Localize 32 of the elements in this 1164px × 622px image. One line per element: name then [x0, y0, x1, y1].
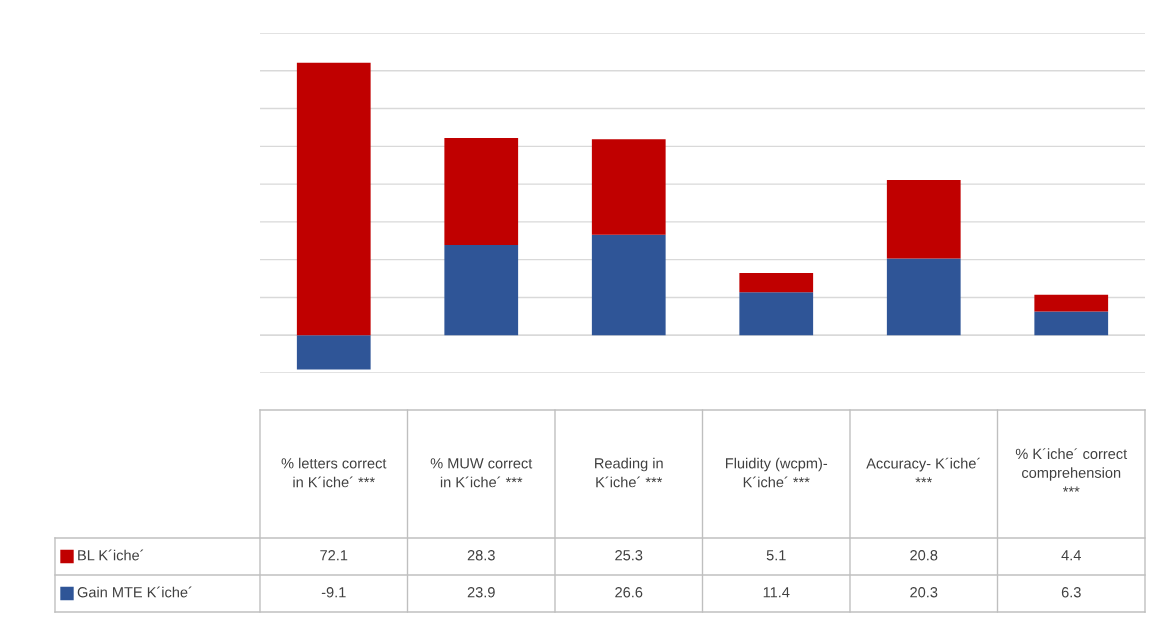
x-tick-label: % MUW correct in K´iche´ *** — [430, 458, 533, 488]
data-label: -9.1 — [321, 587, 346, 598]
x-tick-label: % letters correct in K´iche´ *** — [281, 457, 387, 488]
x-tick-label: Fluidity (wcpm)- K´iche´ *** — [726, 457, 828, 488]
data-label: 20.3 — [910, 587, 938, 598]
bar — [444, 244, 519, 336]
data-label: 11.4 — [763, 587, 790, 598]
data-label: 25.3 — [615, 550, 643, 561]
bar — [591, 139, 666, 235]
bar — [296, 335, 371, 370]
bar — [886, 258, 961, 336]
legend-label: Gain MTE K´iche´ — [77, 586, 192, 598]
bar — [1034, 294, 1109, 312]
bar — [444, 138, 519, 245]
data-label: 20.8 — [910, 550, 938, 561]
data-label: 5.1 — [766, 550, 786, 561]
x-tick-label: Reading in K´iche´ *** — [595, 457, 663, 488]
legend-label: BL K´iche´ — [78, 549, 144, 561]
data-label: 6.3 — [1061, 587, 1081, 598]
bar — [591, 234, 666, 336]
data-label: 4.4 — [1061, 550, 1081, 561]
bar — [739, 292, 814, 336]
bar — [886, 179, 961, 259]
data-label: 72.1 — [320, 550, 348, 561]
bar — [296, 62, 371, 336]
data-label: 23.9 — [467, 587, 495, 598]
x-tick-label: Accuracy- K´iche´ *** — [866, 457, 980, 483]
x-tick-label: % K´iche´ correct comprehension *** — [1015, 448, 1128, 492]
bar — [739, 272, 814, 293]
data-label: 26.6 — [615, 587, 643, 598]
bar — [1034, 311, 1109, 336]
data-label: 28.3 — [467, 550, 495, 561]
